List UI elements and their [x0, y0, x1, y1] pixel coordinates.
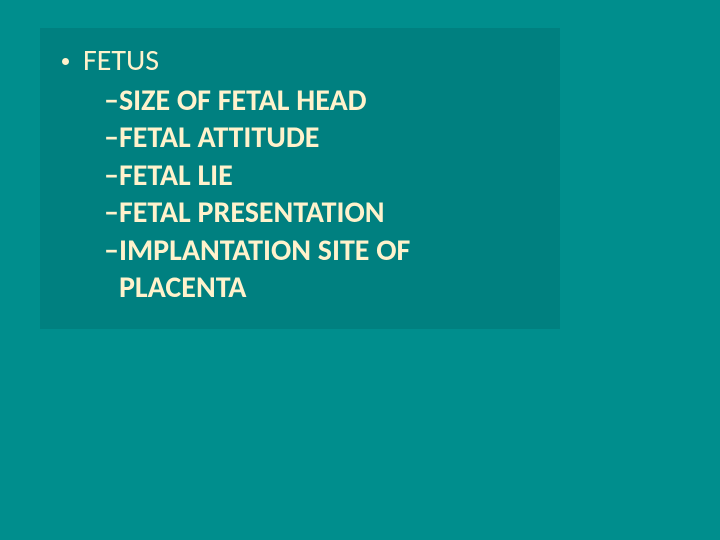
list-item: – SIZE OF FETAL HEAD	[104, 82, 538, 120]
item-text: FETAL ATTITUDE	[119, 119, 319, 157]
dash-icon: –	[104, 119, 119, 157]
bullet-level1: FETUS	[62, 42, 538, 80]
dash-icon: –	[104, 232, 119, 270]
list-item: – FETAL PRESENTATION	[104, 194, 538, 232]
list-item: – FETAL LIE	[104, 157, 538, 195]
dash-icon: –	[104, 82, 119, 120]
sub-list: – SIZE OF FETAL HEAD – FETAL ATTITUDE – …	[62, 82, 538, 307]
dash-icon: –	[104, 157, 119, 195]
item-text: SIZE OF FETAL HEAD	[119, 82, 367, 120]
heading-text: FETUS	[83, 42, 159, 80]
list-item: – FETAL ATTITUDE	[104, 119, 538, 157]
item-text: FETAL PRESENTATION	[119, 194, 385, 232]
dash-icon: –	[104, 194, 119, 232]
bullet-icon	[62, 58, 69, 65]
item-text: FETAL LIE	[119, 157, 233, 195]
item-text: IMPLANTATION SITE OF PLACENTA	[119, 232, 538, 307]
slide: FETUS – SIZE OF FETAL HEAD – FETAL ATTIT…	[0, 0, 720, 540]
content-box: FETUS – SIZE OF FETAL HEAD – FETAL ATTIT…	[40, 28, 560, 329]
list-item: – IMPLANTATION SITE OF PLACENTA	[104, 232, 538, 307]
